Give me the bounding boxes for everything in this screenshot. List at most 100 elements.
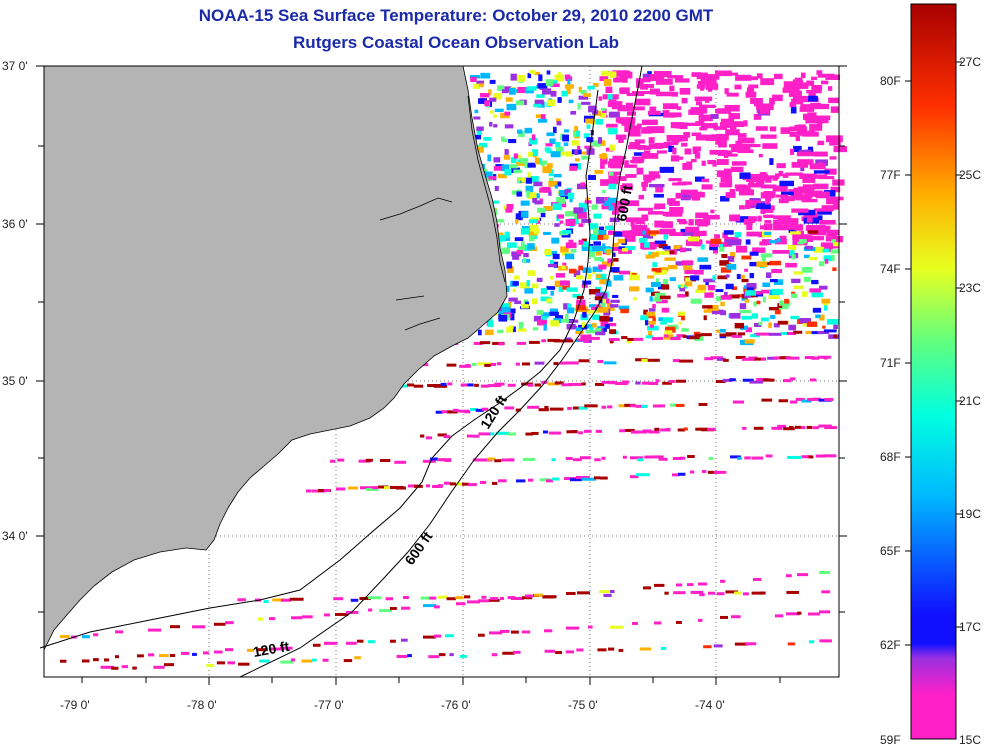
sst-pixel bbox=[719, 328, 726, 333]
sst-pixel bbox=[592, 105, 597, 112]
sst-pixel bbox=[676, 620, 682, 624]
sst-pixel bbox=[598, 230, 607, 236]
sst-pixel bbox=[664, 591, 669, 595]
sst-pixel bbox=[808, 612, 820, 616]
sst-pixel bbox=[540, 288, 547, 295]
sst-pixel bbox=[560, 246, 569, 253]
sst-pixel bbox=[679, 359, 693, 363]
sst-pixel bbox=[584, 340, 589, 344]
sst-pixel bbox=[401, 638, 408, 642]
sst-pixel bbox=[390, 639, 396, 643]
sst-pixel bbox=[683, 132, 691, 138]
sst-pixel bbox=[612, 70, 628, 77]
sst-pixel bbox=[771, 426, 783, 430]
sst-pixel bbox=[756, 300, 761, 305]
sst-pixel bbox=[159, 654, 169, 658]
sst-pixel bbox=[272, 598, 285, 602]
sst-pixel bbox=[148, 653, 155, 657]
sst-pixel bbox=[787, 455, 801, 459]
sst-pixel bbox=[600, 476, 608, 480]
sst-pixel bbox=[636, 430, 648, 434]
sst-pixel bbox=[538, 74, 543, 82]
sst-pixel bbox=[603, 593, 612, 597]
map-subtitle: Rutgers Coastal Ocean Observation Lab bbox=[293, 33, 619, 52]
sst-pixel bbox=[598, 96, 603, 101]
colorbar-label-23C: 23C bbox=[959, 281, 982, 295]
lon-label-78: -78 0' bbox=[187, 698, 217, 712]
sst-pixel bbox=[701, 160, 706, 166]
sst-pixel bbox=[430, 457, 438, 461]
sst-pixel bbox=[558, 189, 568, 196]
sst-pixel bbox=[498, 310, 508, 316]
sst-pixel bbox=[632, 296, 637, 301]
sst-pixel bbox=[655, 185, 664, 193]
sst-pixel bbox=[677, 428, 685, 432]
sst-pixel bbox=[522, 259, 531, 263]
sst-pixel bbox=[435, 410, 443, 414]
sst-pixel bbox=[711, 309, 724, 315]
sst-pixel bbox=[751, 456, 764, 460]
sst-pixel bbox=[607, 197, 618, 203]
sst-pixel bbox=[306, 489, 312, 493]
sst-pixel bbox=[830, 186, 841, 193]
sst-pixel bbox=[745, 642, 757, 646]
sst-pixel bbox=[629, 274, 640, 281]
sst-pixel bbox=[526, 86, 537, 91]
sst-pixel bbox=[742, 426, 747, 430]
sst-pixel bbox=[562, 262, 567, 269]
sst-pixel bbox=[445, 634, 454, 638]
sst-pixel bbox=[346, 641, 357, 645]
sst-pixel bbox=[735, 216, 749, 223]
sst-pixel bbox=[811, 76, 817, 80]
sst-pixel bbox=[731, 334, 743, 338]
sst-pixel bbox=[640, 315, 649, 321]
sst-pixel bbox=[635, 217, 645, 225]
sst-pixel bbox=[748, 356, 758, 360]
sst-pixel bbox=[672, 473, 680, 477]
sst-pixel bbox=[656, 299, 668, 304]
sst-pixel bbox=[726, 72, 738, 76]
sst-pixel bbox=[642, 230, 646, 235]
sst-pixel bbox=[617, 238, 626, 244]
sst-pixel bbox=[535, 114, 545, 118]
sst-pixel bbox=[592, 140, 601, 147]
sst-pixel bbox=[594, 257, 603, 261]
sst-pixel bbox=[786, 590, 800, 594]
sst-pixel bbox=[817, 331, 829, 335]
sst-pixel bbox=[626, 338, 632, 344]
sst-pixel bbox=[729, 125, 737, 133]
sst-pixel bbox=[789, 250, 795, 256]
sst-pixel bbox=[613, 258, 619, 262]
sst-pixel bbox=[638, 194, 645, 200]
sst-pixel bbox=[581, 151, 587, 155]
sst-pixel bbox=[769, 378, 775, 382]
sst-pixel bbox=[280, 660, 294, 664]
sst-pixel bbox=[677, 293, 686, 298]
sst-pixel bbox=[544, 147, 551, 152]
sst-pixel bbox=[807, 397, 818, 401]
sst-pixel bbox=[554, 223, 560, 227]
sst-pixel bbox=[779, 356, 791, 360]
sst-pixel bbox=[803, 113, 809, 121]
sst-pixel bbox=[546, 298, 553, 303]
sst-pixel bbox=[707, 284, 715, 291]
sst-pixel bbox=[565, 219, 576, 226]
sst-pixel bbox=[478, 83, 484, 88]
sst-pixel bbox=[358, 459, 371, 463]
sst-pixel bbox=[794, 425, 802, 429]
sst-pixel bbox=[517, 246, 526, 251]
sst-pixel bbox=[626, 111, 636, 116]
sst-pixel bbox=[573, 270, 581, 278]
sst-pixel bbox=[636, 123, 642, 130]
sst-pixel bbox=[588, 105, 594, 113]
sst-pixel bbox=[606, 298, 610, 304]
sst-pixel bbox=[622, 70, 631, 76]
sst-pixel bbox=[525, 185, 534, 193]
sst-pixel bbox=[833, 324, 838, 329]
sst-pixel bbox=[525, 432, 534, 436]
sst-pixel bbox=[548, 180, 558, 187]
sst-pixel bbox=[551, 458, 556, 462]
sst-pixel bbox=[720, 267, 732, 273]
sst-pixel bbox=[746, 87, 755, 95]
sst-pixel bbox=[647, 230, 660, 235]
